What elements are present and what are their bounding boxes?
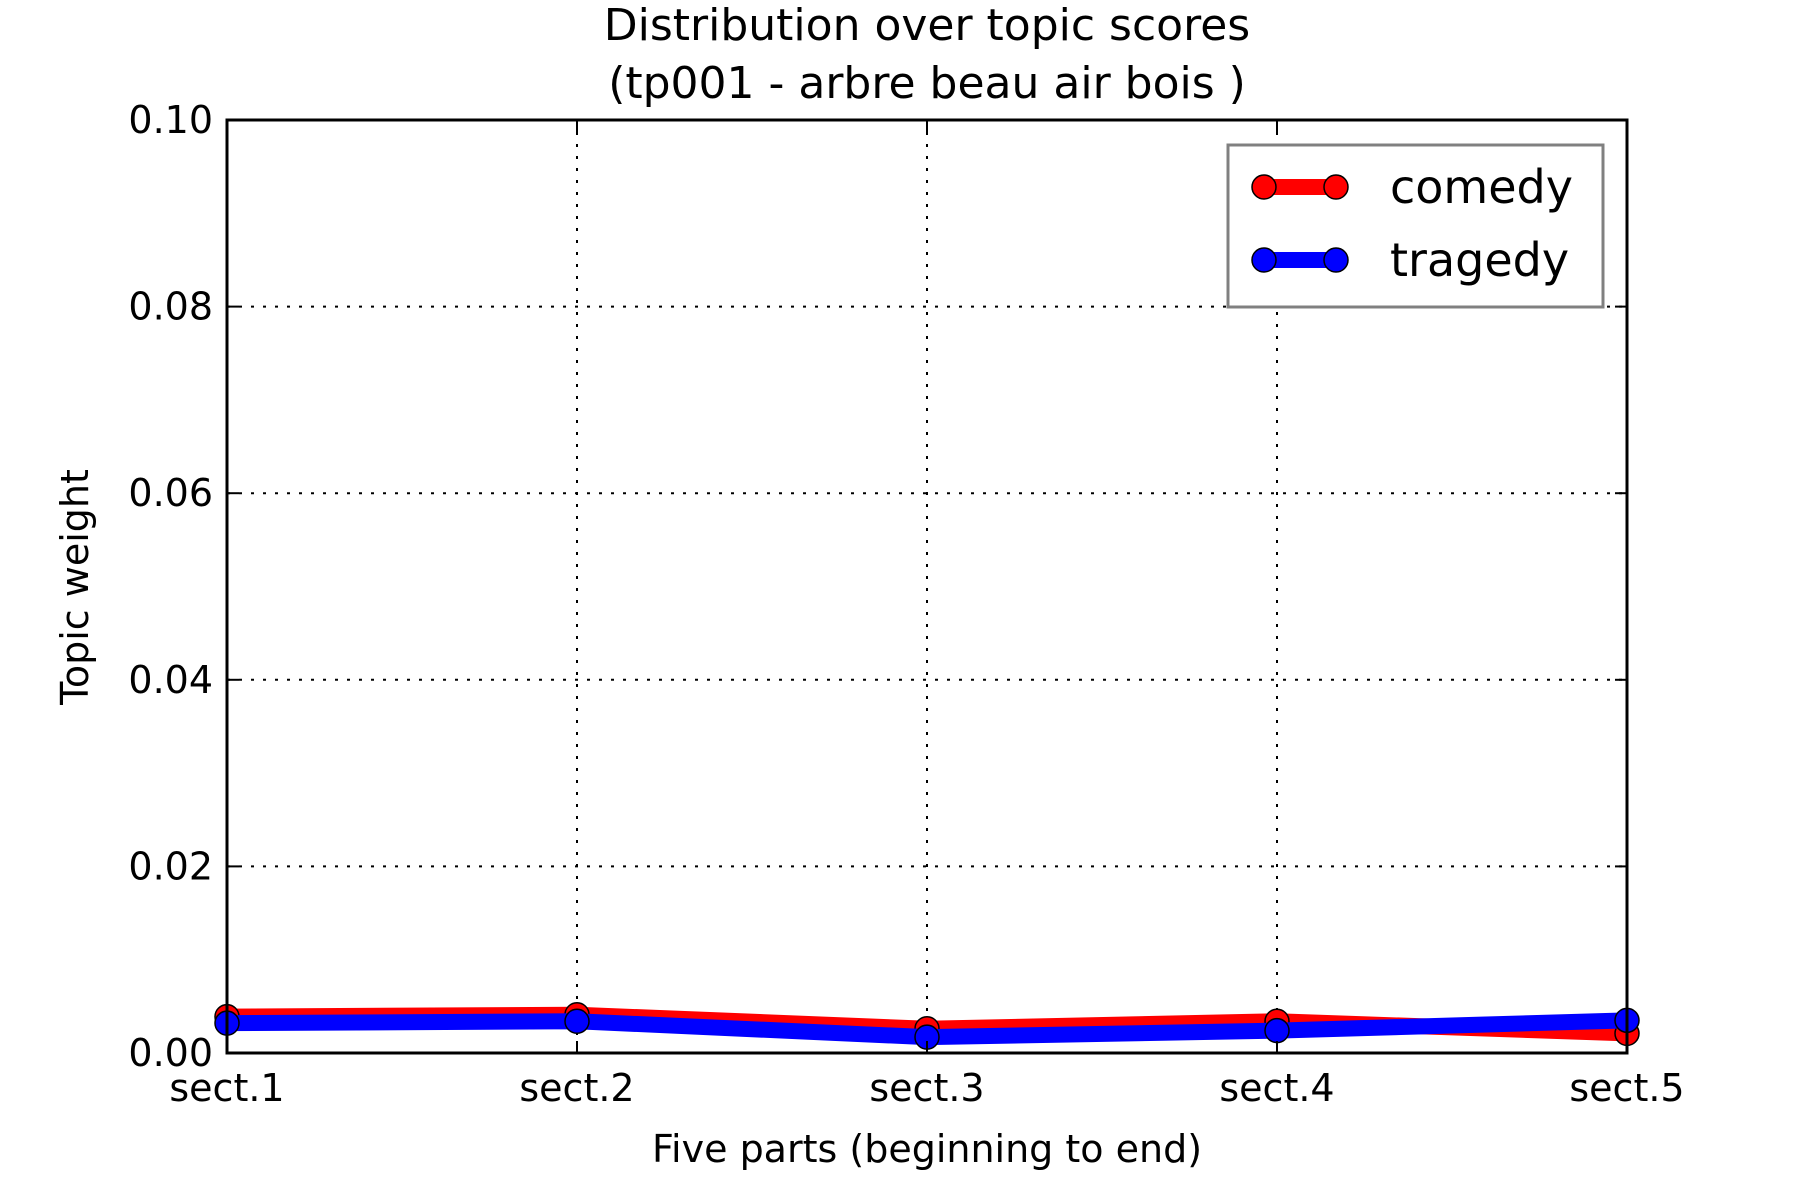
legend-marker: [1251, 247, 1277, 273]
legend-box: [1226, 143, 1605, 309]
y-tick-labels: 0.00 0.02 0.04 0.06 0.08 0.10: [128, 98, 213, 1075]
legend-marker: [1251, 174, 1277, 200]
legend-marker: [1323, 247, 1349, 273]
legend-marker: [1323, 174, 1349, 200]
y-axis-label: Topic weight: [53, 469, 97, 706]
y-tick-label: 0.10: [128, 98, 213, 142]
x-axis-label: Five parts (beginning to end): [652, 1127, 1202, 1171]
legend: comedy tragedy: [1226, 143, 1605, 309]
x-tick-label: sect.4: [1219, 1066, 1334, 1110]
y-tick-label: 0.02: [128, 844, 213, 888]
legend-item-tragedy: tragedy: [1251, 233, 1569, 287]
x-tick-label: sect.3: [869, 1066, 984, 1110]
x-tick-label: sect.1: [169, 1066, 284, 1110]
legend-label: comedy: [1390, 160, 1573, 214]
data-point-tragedy: [1264, 1017, 1290, 1044]
y-tick-label: 0.00: [128, 1031, 213, 1075]
y-tick-label: 0.04: [128, 658, 213, 702]
x-tick-labels: sect.1 sect.2 sect.3 sect.4 sect.5: [169, 1066, 1684, 1110]
legend-label: tragedy: [1390, 233, 1569, 287]
y-tick-label: 0.08: [128, 285, 213, 329]
series-layer: [214, 1001, 1640, 1050]
x-tick-label: sect.2: [519, 1066, 634, 1110]
legend-item-comedy: comedy: [1251, 160, 1573, 214]
y-tick-label: 0.06: [128, 471, 213, 515]
chart-title-line2: (tp001 - arbre beau air bois ): [608, 58, 1246, 109]
chart-title-line1: Distribution over topic scores: [604, 0, 1250, 51]
data-point-tragedy: [564, 1008, 590, 1035]
x-tick-label: sect.5: [1569, 1066, 1684, 1110]
axis-ticks: [226, 119, 1628, 1054]
